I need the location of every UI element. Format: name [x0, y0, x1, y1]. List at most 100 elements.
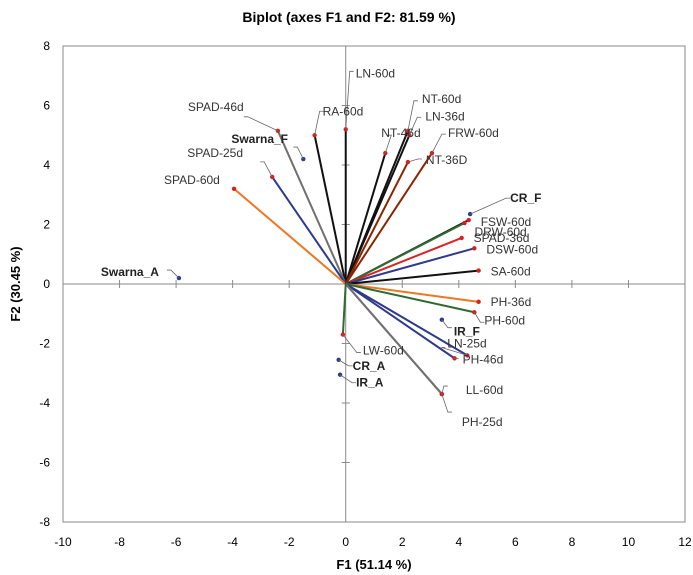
vector-SPAD-46d: [276, 130, 347, 285]
label-LN-25d: LN-25d: [447, 336, 486, 350]
vector-point-NT-36D: [405, 159, 411, 165]
label-DRW-60d: DRW-60d: [474, 225, 526, 239]
vector-RA-60d: [313, 135, 347, 285]
leader-line-CR_F: [469, 197, 511, 215]
y-tick-label: -6: [39, 456, 50, 470]
vector-SPAD-25d: [271, 176, 347, 285]
label-NT-36D: NT-36D: [426, 153, 468, 167]
x-tick-label: -8: [114, 535, 125, 549]
leader-line-NT-46d: [384, 134, 392, 154]
label-LN-60d: LN-60d: [356, 66, 395, 80]
label-SPAD-46d: SPAD-46d: [188, 100, 244, 114]
leader-line-NT-60d: [407, 100, 418, 131]
vector-LN-25d: [345, 283, 468, 357]
leader-line-Swarna_A: [166, 269, 180, 279]
chart-title: Biplot (axes F1 and F2: 81.59 %): [242, 9, 455, 25]
y-tick-label: 2: [43, 218, 50, 232]
vector-DSW-60d: [345, 247, 475, 285]
x-tick-label: -2: [284, 535, 295, 549]
observation-point-IR_A: [337, 372, 343, 377]
vector-point-PH-60d: [472, 310, 477, 315]
vector-point-DRW-60d: [462, 220, 467, 226]
vector-LN-36d: [344, 134, 411, 285]
y-axis-label: F2 (30.45 %): [8, 246, 23, 321]
label-LW-60d: LW-60d: [363, 344, 404, 358]
vector-point-SA-60d: [476, 268, 481, 273]
axes-layer: -10 -8 -6 -4 -2 0 2 4 6 8 10 12 -8 -6 -4 -2 0 2 4 6 8: [39, 39, 692, 549]
vector-point-FRW-60d: [429, 150, 435, 156]
label-IR_F: IR_F: [454, 325, 480, 339]
vector-point-LN-60d: [343, 127, 348, 132]
leader-line-CR_A: [338, 359, 353, 367]
leader-line-SPAD-25d: [260, 161, 273, 178]
vector-SA-60d: [345, 269, 479, 285]
vector-NT-36D: [344, 161, 409, 285]
vector-PH-46d: [345, 283, 456, 360]
y-tick-label: -2: [39, 337, 50, 351]
leader-line-IR_F: [441, 319, 452, 329]
x-tick-label: 2: [399, 535, 406, 549]
y-tick-label: 8: [43, 39, 50, 53]
point-labels: LN-60d RA-60d SPAD-46d SPAD-25d SPAD-60d NT-6…: [101, 66, 542, 429]
label-SPAD-60d: SPAD-60d: [164, 173, 220, 187]
x-tick-label: 0: [342, 535, 349, 549]
leader-line-PH-25d: [441, 393, 452, 413]
vector-point-FSW-60d: [466, 217, 471, 223]
vector-PH-60d: [345, 283, 475, 314]
variable-vectors: [231, 127, 481, 397]
label-DSW-60d: DSW-60d: [486, 242, 538, 256]
x-tick-label: -4: [227, 535, 238, 549]
vector-SPAD-36d: [345, 236, 463, 285]
vector-PH-25d: [344, 283, 443, 395]
vector-DRW-60d: [345, 222, 465, 285]
leader-line-LN-36d: [408, 116, 422, 136]
observation-point-CR_A: [336, 357, 341, 363]
label-Swarna_F: Swarna_F: [231, 132, 288, 146]
leader-line-SPAD-46d: [243, 116, 279, 132]
label-SPAD-36d: SPAD-36d: [474, 231, 530, 245]
label-RA-60d: RA-60d: [323, 104, 364, 118]
leader-line-FRW-60d: [431, 133, 446, 154]
label-PH-46d: PH-46d: [463, 352, 504, 366]
label-FSW-60d: FSW-60d: [481, 215, 531, 229]
leader-line-NT-36D: [407, 158, 422, 163]
leader-line-LW-60d: [342, 334, 361, 353]
x-tick-label: 12: [678, 535, 692, 549]
y-tick-label: 0: [43, 277, 50, 291]
label-LL-60d: LL-60d: [466, 383, 503, 397]
vector-point-LN-36d: [407, 133, 412, 138]
label-PH-25d: PH-25d: [462, 415, 503, 429]
vector-point-SPAD-60d: [231, 186, 237, 191]
label-PH-60d: PH-60d: [484, 313, 525, 327]
x-axis-label: F1 (51.14 %): [336, 557, 411, 572]
leader-line-LL-60d: [441, 385, 448, 395]
label-IR_A: IR_A: [356, 376, 384, 390]
label-LN-36d: LN-36d: [425, 109, 464, 123]
vector-point-PH-36d: [476, 299, 481, 305]
vector-PH-36d: [345, 283, 479, 303]
x-tick-label: 8: [569, 535, 576, 549]
leader-line-Swarna_F: [293, 146, 304, 160]
label-SA-60d: SA-60d: [491, 265, 531, 279]
label-NT-60d: NT-60d: [422, 92, 461, 106]
x-tick-label: -10: [54, 535, 72, 549]
label-CR_F: CR_F: [510, 191, 541, 205]
vector-point-SPAD-36d: [459, 235, 464, 241]
label-SPAD-25d: SPAD-25d: [187, 146, 243, 160]
label-Swarna_A: Swarna_A: [101, 265, 159, 279]
vector-point-DSW-60d: [472, 246, 477, 251]
vector-SPAD-60d: [233, 188, 347, 285]
label-NT-46d: NT-46d: [381, 126, 420, 140]
leader-line-LN-60d: [345, 70, 354, 130]
vector-FRW-60d: [344, 152, 433, 285]
label-CR_A: CR_A: [353, 359, 386, 373]
leader-line-PH-60d: [474, 312, 485, 323]
leader-line-IR_A: [339, 374, 357, 384]
y-tick-label: -4: [39, 396, 50, 410]
x-tick-label: -6: [171, 535, 182, 549]
leader-line-LN-25d: [441, 346, 468, 356]
vector-NT-46d: [344, 152, 387, 285]
x-tick-label: 6: [512, 535, 519, 549]
vector-point-NT-60d: [405, 128, 411, 133]
